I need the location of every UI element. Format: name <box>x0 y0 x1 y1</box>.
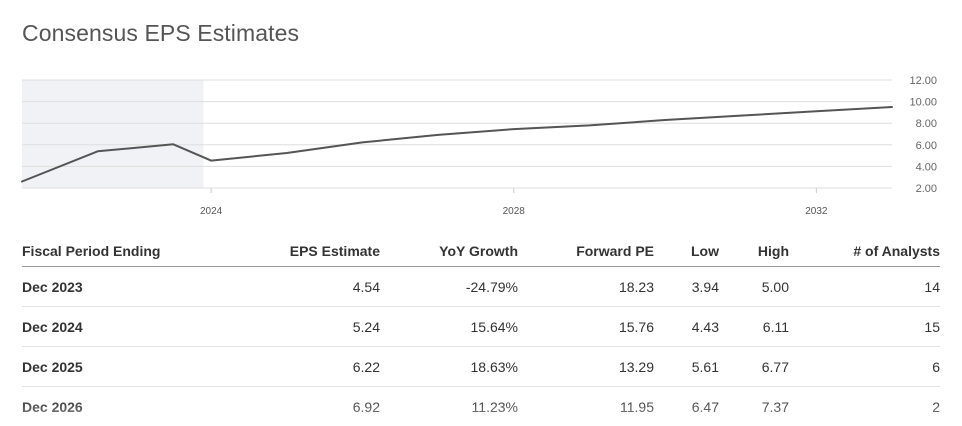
header-forward-pe[interactable]: Forward PE <box>518 236 654 267</box>
cell-eps: 6.92 <box>352 398 380 415</box>
y-tick-label: 4.00 <box>916 161 937 173</box>
cell-pe: 13.29 <box>518 346 654 387</box>
historical-shaded-region <box>22 80 204 188</box>
eps-line-chart: 12.00 10.00 8.00 6.00 4.00 2.00 2024 2028 2032 <box>21 75 937 217</box>
cell-low: 4.43 <box>654 306 719 347</box>
cell-low: 6.47 <box>691 398 719 415</box>
cell-pe: 11.95 <box>620 398 654 415</box>
cell-yoy: 15.64% <box>380 306 518 347</box>
cell-eps: 6.22 <box>212 346 380 387</box>
x-tick-label: 2032 <box>805 206 828 217</box>
table-row: Dec 2024 5.24 15.64% 15.76 4.43 6.11 15 <box>22 306 940 347</box>
cell-yoy: -24.79% <box>380 266 518 307</box>
y-tick-label: 12.00 <box>909 75 937 87</box>
table-row: Dec 2023 4.54 -24.79% 18.23 3.94 5.00 14 <box>22 266 940 307</box>
header-low[interactable]: Low <box>654 236 719 267</box>
table-header-row: Fiscal Period Ending EPS Estimate YoY Gr… <box>22 236 940 267</box>
cell-yoy: 18.63% <box>380 346 518 387</box>
cell-analysts: 6 <box>789 346 940 387</box>
cell-analysts: 15 <box>789 306 940 347</box>
header-high[interactable]: High <box>719 236 789 267</box>
cell-high: 6.11 <box>719 306 789 347</box>
table-row: Dec 2026 6.92 11.23% 11.95 6.47 7.37 2 <box>22 387 940 426</box>
cell-period: Dec 2026 <box>22 398 83 415</box>
header-fiscal-period[interactable]: Fiscal Period Ending <box>22 236 212 267</box>
cell-low: 3.94 <box>654 266 719 307</box>
cell-analysts: 2 <box>932 398 940 415</box>
header-num-analysts[interactable]: # of Analysts <box>789 236 940 267</box>
cell-yoy: 11.23% <box>471 398 518 415</box>
y-tick-label: 8.00 <box>916 118 937 130</box>
cell-high: 7.37 <box>761 398 789 415</box>
table-row: Dec 2025 6.22 18.63% 13.29 5.61 6.77 6 <box>22 346 940 387</box>
page-title: Consensus EPS Estimates <box>22 20 300 46</box>
cell-low: 5.61 <box>654 346 719 387</box>
cell-pe: 15.76 <box>518 306 654 347</box>
cell-eps: 4.54 <box>212 266 380 307</box>
eps-estimates-table: Fiscal Period Ending EPS Estimate YoY Gr… <box>22 236 940 426</box>
cell-pe: 18.23 <box>518 266 654 307</box>
y-tick-label: 10.00 <box>909 97 937 109</box>
cell-period: Dec 2023 <box>22 266 212 307</box>
cell-high: 6.77 <box>719 346 789 387</box>
eps-series-line <box>21 106 893 183</box>
cell-period: Dec 2024 <box>22 306 212 347</box>
cell-analysts: 14 <box>789 266 940 307</box>
header-yoy-growth[interactable]: YoY Growth <box>380 236 518 267</box>
y-tick-label: 6.00 <box>916 140 937 152</box>
x-tick-label: 2024 <box>200 206 223 217</box>
x-tick-label: 2028 <box>503 206 526 217</box>
cell-eps: 5.24 <box>212 306 380 347</box>
cell-period: Dec 2025 <box>22 346 212 387</box>
y-tick-label: 2.00 <box>916 183 937 195</box>
cell-high: 5.00 <box>719 266 789 307</box>
header-eps-estimate[interactable]: EPS Estimate <box>212 236 380 267</box>
